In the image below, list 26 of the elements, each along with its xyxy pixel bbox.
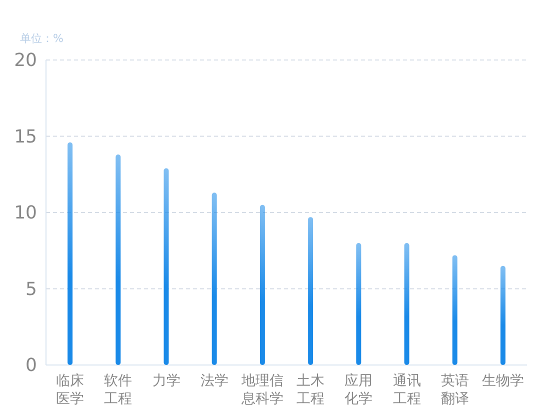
bar <box>212 192 217 365</box>
y-axis-title: 单位：% <box>20 32 64 45</box>
x-tick-label: 临床医学 <box>56 373 84 407</box>
x-tick-label: 应用化学 <box>344 373 373 407</box>
bar <box>452 255 458 365</box>
y-tick-label: 0 <box>26 355 37 376</box>
bar <box>356 243 362 365</box>
x-tick-label: 软件工程 <box>104 373 132 407</box>
y-tick-label: 15 <box>14 126 37 148</box>
x-tick-label: 生物学 <box>482 373 524 389</box>
x-tick-label: 英语翻译 <box>440 373 469 407</box>
bar <box>68 142 73 365</box>
x-tick-label: 法学 <box>200 373 228 389</box>
bar <box>116 154 121 365</box>
x-tick-label: 土木工程 <box>296 373 325 407</box>
x-tick-label: 力学 <box>152 373 180 389</box>
x-tick-label: 地理信息科学 <box>240 373 284 407</box>
y-tick-label: 10 <box>14 202 37 224</box>
bar <box>164 168 169 365</box>
bar <box>260 204 265 365</box>
y-tick-label: 5 <box>26 278 37 300</box>
bar <box>308 217 314 365</box>
x-tick-label: 通讯工程 <box>392 373 421 407</box>
y-tick-label: 20 <box>14 50 37 71</box>
bar <box>404 243 410 365</box>
bar <box>500 266 506 365</box>
